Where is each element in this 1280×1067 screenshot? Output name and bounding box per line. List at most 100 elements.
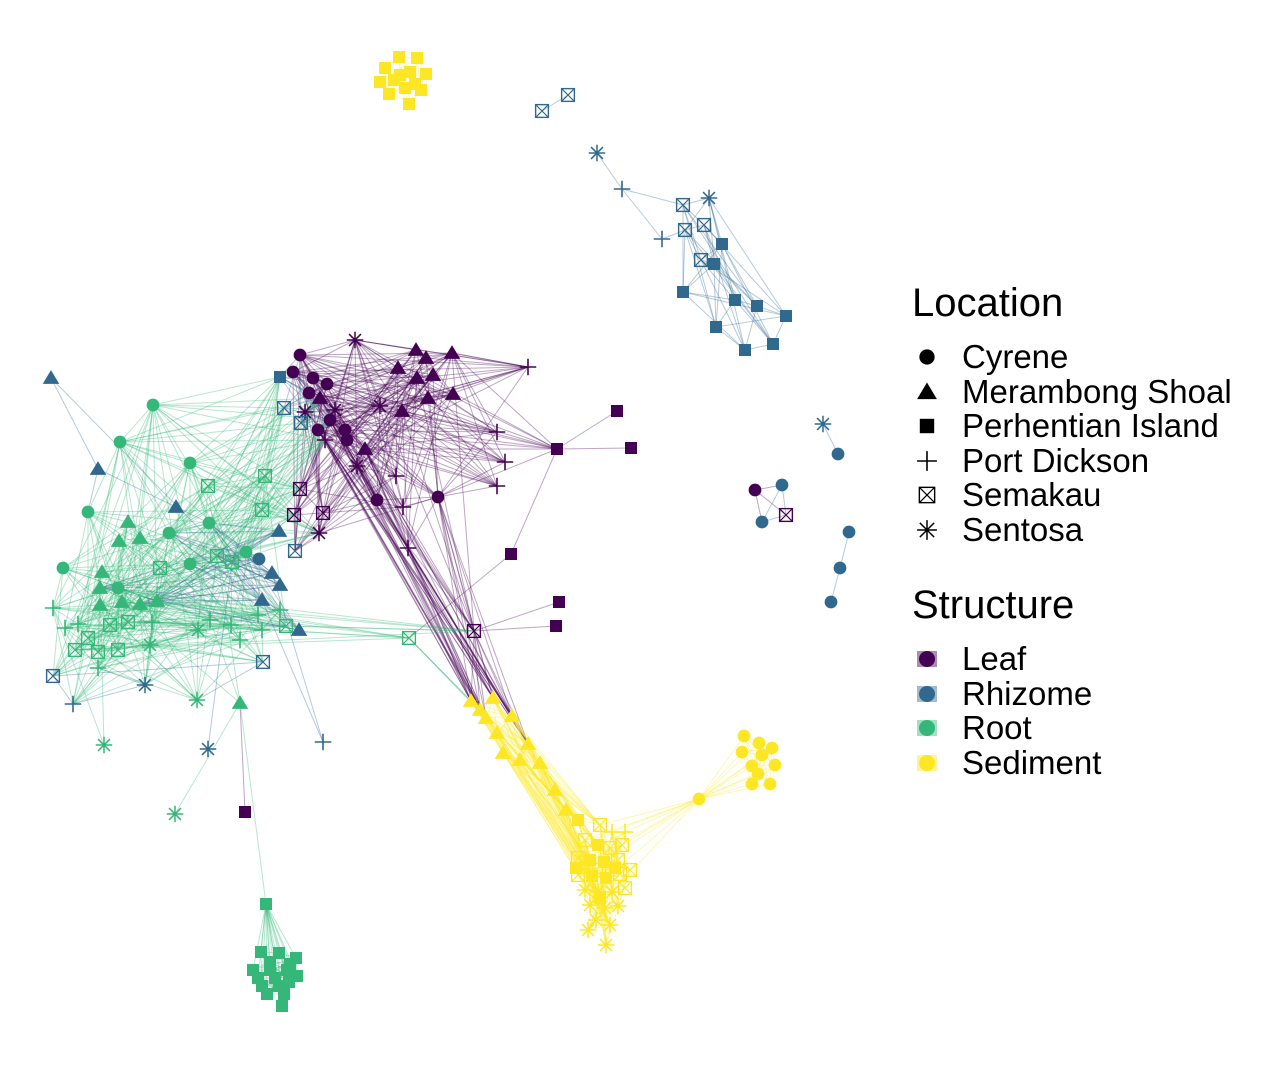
network-node: [348, 457, 366, 475]
network-edge: [364, 448, 506, 463]
network-edge: [216, 530, 280, 557]
network-edge: [698, 783, 753, 800]
network-edge: [721, 243, 758, 307]
network-edge: [189, 376, 281, 565]
network-edge: [207, 475, 266, 487]
network-edge: [519, 759, 567, 811]
network-node: [588, 144, 606, 162]
network-edge: [354, 339, 409, 549]
network-node: [553, 596, 565, 608]
network-edge: [299, 488, 404, 508]
network-node: [551, 443, 563, 455]
network-edge: [216, 555, 281, 586]
network-edge: [308, 392, 403, 412]
network-edge: [437, 461, 506, 498]
network-edge: [97, 639, 241, 669]
network-node: [370, 493, 384, 507]
network-edge: [317, 429, 378, 501]
network-edge: [312, 377, 336, 411]
network-edge: [207, 485, 301, 490]
network-edge: [99, 587, 410, 639]
network-edge: [324, 439, 439, 498]
network-edge: [261, 407, 285, 511]
network-edge: [401, 410, 498, 487]
network-node: [263, 565, 281, 579]
network-edge: [473, 630, 481, 711]
network-edge: [407, 547, 472, 702]
network-edge: [239, 702, 246, 813]
network-edge: [121, 601, 410, 639]
network-node: [596, 899, 614, 917]
network-node: [597, 936, 615, 954]
network-edge: [364, 448, 494, 699]
network-node: [120, 614, 136, 630]
network-edge: [292, 371, 498, 487]
network-edge: [72, 561, 233, 705]
network-edge: [99, 587, 281, 611]
network-edge: [319, 397, 397, 477]
network-node: [67, 642, 83, 658]
network-edge: [364, 448, 529, 745]
network-edge: [264, 439, 326, 477]
network-edge: [283, 407, 336, 411]
network-edge: [502, 752, 599, 846]
network-edge: [376, 496, 439, 501]
network-edge: [376, 410, 403, 501]
network-edge: [139, 537, 259, 616]
network-node: [131, 530, 149, 544]
network-edge: [245, 514, 295, 553]
network-edge: [708, 197, 723, 245]
network-edge: [294, 439, 348, 552]
network-edge: [189, 530, 280, 565]
network-edge: [402, 393, 454, 508]
network-edge: [207, 485, 295, 516]
network-edge: [144, 621, 153, 686]
network-edge: [319, 397, 558, 450]
network-edge: [261, 376, 281, 511]
network-edge: [470, 700, 593, 877]
network-edge: [216, 407, 285, 557]
network-edge: [621, 798, 700, 846]
network-edge: [231, 419, 331, 563]
network-node: [471, 702, 489, 716]
network-node: [729, 294, 741, 306]
network-edge: [99, 572, 273, 589]
network-edge: [492, 697, 611, 926]
network-node: [110, 642, 126, 658]
network-node: [91, 580, 109, 594]
legend-label: Perhentian Island: [962, 407, 1219, 445]
network-node: [287, 543, 303, 559]
network-edge: [304, 405, 381, 413]
network-edge: [346, 367, 399, 441]
network-edge: [261, 599, 324, 743]
network-edge: [584, 798, 700, 841]
network-node: [315, 505, 331, 521]
network-edge: [239, 702, 267, 905]
network-node: [269, 972, 281, 984]
network-edge: [119, 441, 191, 464]
legend-label: Leaf: [962, 640, 1027, 678]
network-edge: [151, 621, 475, 632]
network-node: [209, 548, 225, 564]
network-edge: [74, 644, 151, 651]
network-edge: [356, 465, 481, 711]
network-edge: [703, 224, 746, 351]
network-edge: [109, 624, 198, 701]
network-node: [202, 516, 216, 530]
network-edge: [299, 354, 346, 431]
network-node: [200, 478, 216, 494]
network-node: [102, 617, 118, 633]
network-edge: [230, 624, 263, 631]
network-node: [253, 621, 271, 639]
network-edge: [139, 603, 263, 631]
network-node: [693, 252, 709, 268]
network-edge: [52, 607, 105, 746]
network-edge: [209, 614, 259, 621]
network-node: [534, 103, 550, 119]
rhizome-swatch-icon: [917, 685, 937, 702]
network-edge: [425, 357, 529, 368]
network-node: [296, 403, 314, 421]
network-node: [201, 611, 219, 629]
network-edge: [279, 376, 319, 431]
network-edge: [101, 551, 247, 573]
